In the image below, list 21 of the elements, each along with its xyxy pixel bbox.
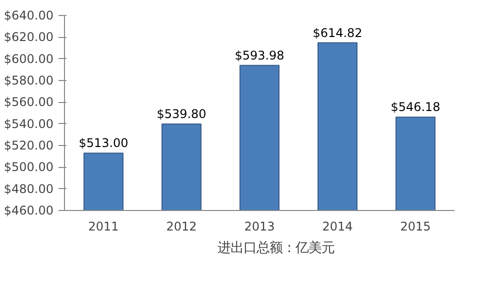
y-tick-label: $480.00 bbox=[4, 182, 54, 196]
y-tick-label: $600.00 bbox=[4, 52, 54, 66]
x-tick-label: 2011 bbox=[88, 220, 119, 234]
y-tick-label: $520.00 bbox=[4, 138, 54, 152]
x-tick-label: 2015 bbox=[400, 220, 431, 234]
data-label: $513.00 bbox=[78, 136, 128, 150]
y-tick-label: $560.00 bbox=[4, 95, 54, 110]
data-label: $539.80 bbox=[156, 107, 206, 122]
data-label: $546.18 bbox=[390, 100, 440, 114]
data-label: $593.98 bbox=[234, 48, 284, 62]
text: 进出口总额：亿美元 bbox=[218, 240, 334, 257]
x-tick-label: 2013 bbox=[244, 220, 275, 234]
data-label: $614.82 bbox=[312, 26, 362, 40]
y-tick-label: $620.00 bbox=[4, 30, 54, 44]
y-tick-label: $540.00 bbox=[4, 116, 54, 131]
y-tick-label: $460.00 bbox=[4, 204, 54, 218]
x-tick-label: 2014 bbox=[322, 220, 353, 234]
y-tick-label: $640.00 bbox=[4, 8, 54, 22]
y-tick-label: $500.00 bbox=[4, 160, 54, 174]
x-tick-label: 2012 bbox=[166, 220, 197, 234]
y-tick-label: $580.00 bbox=[4, 74, 54, 88]
